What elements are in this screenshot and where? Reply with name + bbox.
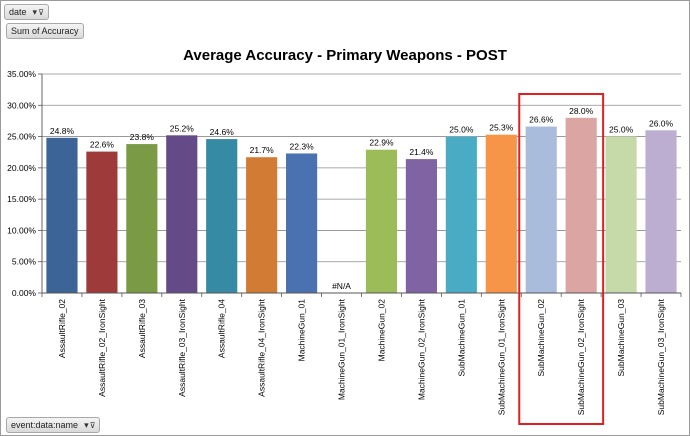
- data-label: 23.8%: [130, 132, 155, 142]
- bar: [166, 135, 198, 293]
- category-label: AssaultRifle_03: [137, 299, 147, 358]
- data-label: 21.4%: [409, 147, 434, 157]
- bar: [206, 139, 238, 293]
- data-labels: 24.8% 22.6% 23.8% 25.2% 24.6% 21.7% 22.3% #N/A 2…: [50, 106, 674, 291]
- category-label: SubMachineGun_02: [536, 299, 546, 377]
- axis-field-label: event:data:name: [11, 420, 79, 430]
- values-field-label: Sum of Accuracy: [11, 26, 79, 36]
- data-label: 21.7%: [250, 145, 275, 155]
- bar: [605, 136, 637, 293]
- highlight-rectangle: [518, 93, 605, 425]
- category-label: AssaultRifle_04: [217, 299, 227, 358]
- data-label: 22.3%: [290, 141, 315, 151]
- data-label: 26.6%: [529, 115, 554, 125]
- category-label: SubMachineGun_03: [616, 299, 626, 377]
- chart-title: Average Accuracy - Primary Weapons - POS…: [183, 47, 507, 64]
- bar: [645, 130, 677, 293]
- y-tick-label: 15.00%: [7, 194, 36, 204]
- bar: [445, 136, 477, 293]
- data-label: 25.3%: [489, 123, 514, 133]
- bar: [126, 144, 158, 293]
- bar: [405, 159, 437, 293]
- category-label: MachineGun_02_IronSight: [416, 298, 426, 400]
- y-tick-label: 5.00%: [12, 257, 37, 267]
- data-label: 28.0%: [569, 106, 594, 116]
- data-label: 25.2%: [170, 123, 195, 133]
- filter-icon: ⊽: [38, 8, 44, 17]
- data-label: 26.0%: [649, 118, 674, 128]
- category-label: AssaultRifle_02_IronSight: [97, 298, 107, 396]
- category-label: SubMachineGun_01_IronSight: [496, 298, 506, 415]
- bar: [246, 157, 278, 293]
- y-tick-label: 10.00%: [7, 225, 36, 235]
- y-tick-label: 0.00%: [12, 288, 37, 298]
- bar: [86, 151, 118, 293]
- bar: [525, 126, 557, 293]
- bar: [485, 134, 517, 293]
- y-tick-label: 35.00%: [7, 69, 36, 79]
- highlight-box: [518, 93, 605, 425]
- dropdown-arrow-icon: ▾: [32, 7, 38, 17]
- bars: [46, 117, 677, 293]
- bar: [46, 137, 78, 293]
- axes: 0.00% 5.00% 10.00% 15.00% 20.00% 25.00% 30.00%…: [7, 69, 682, 415]
- values-field-button[interactable]: Sum of Accuracy: [6, 23, 84, 39]
- category-label: SubMachineGun_02_IronSight: [576, 298, 586, 415]
- data-label: 25.0%: [449, 125, 474, 135]
- date-filter-button[interactable]: date ▾⊽: [4, 4, 49, 20]
- bar: [365, 149, 398, 293]
- category-label: AssaultRifle_04_IronSight: [257, 298, 267, 396]
- category-label: SubMachineGun_01: [456, 299, 466, 377]
- category-label: AssaultRifle_03_IronSight: [177, 298, 187, 396]
- axis-field-button[interactable]: event:data:name ▾⊽: [6, 417, 101, 433]
- data-label: #N/A: [332, 281, 351, 291]
- y-tick-label: 30.00%: [7, 100, 36, 110]
- bar: [286, 153, 318, 293]
- data-label: 25.0%: [609, 125, 634, 135]
- category-label: MachineGun_02: [376, 299, 386, 362]
- filter-icon: ⊽: [89, 421, 96, 430]
- category-label: AssaultRifle_02: [57, 299, 67, 358]
- data-label: 24.8%: [50, 126, 75, 136]
- y-tick-label: 20.00%: [7, 163, 36, 173]
- y-tick-label: 25.00%: [7, 132, 36, 142]
- date-filter-label: date: [9, 7, 27, 17]
- bar: [565, 117, 597, 293]
- data-label: 22.9%: [369, 138, 394, 148]
- data-label: 22.6%: [90, 140, 115, 150]
- category-label: MachineGun_01: [297, 299, 307, 362]
- category-label: SubMachineGun_03_IronSight: [656, 298, 666, 415]
- data-label: 24.6%: [210, 127, 235, 137]
- category-label: MachineGun_01_IronSight: [337, 298, 347, 400]
- dropdown-arrow-icon: ▾: [84, 420, 89, 430]
